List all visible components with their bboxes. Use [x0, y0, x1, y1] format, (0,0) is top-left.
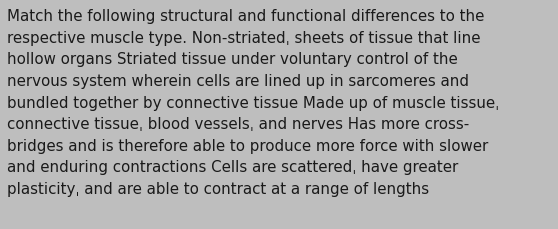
Text: Match the following structural and functional differences to the
respective musc: Match the following structural and funct…: [7, 9, 499, 196]
